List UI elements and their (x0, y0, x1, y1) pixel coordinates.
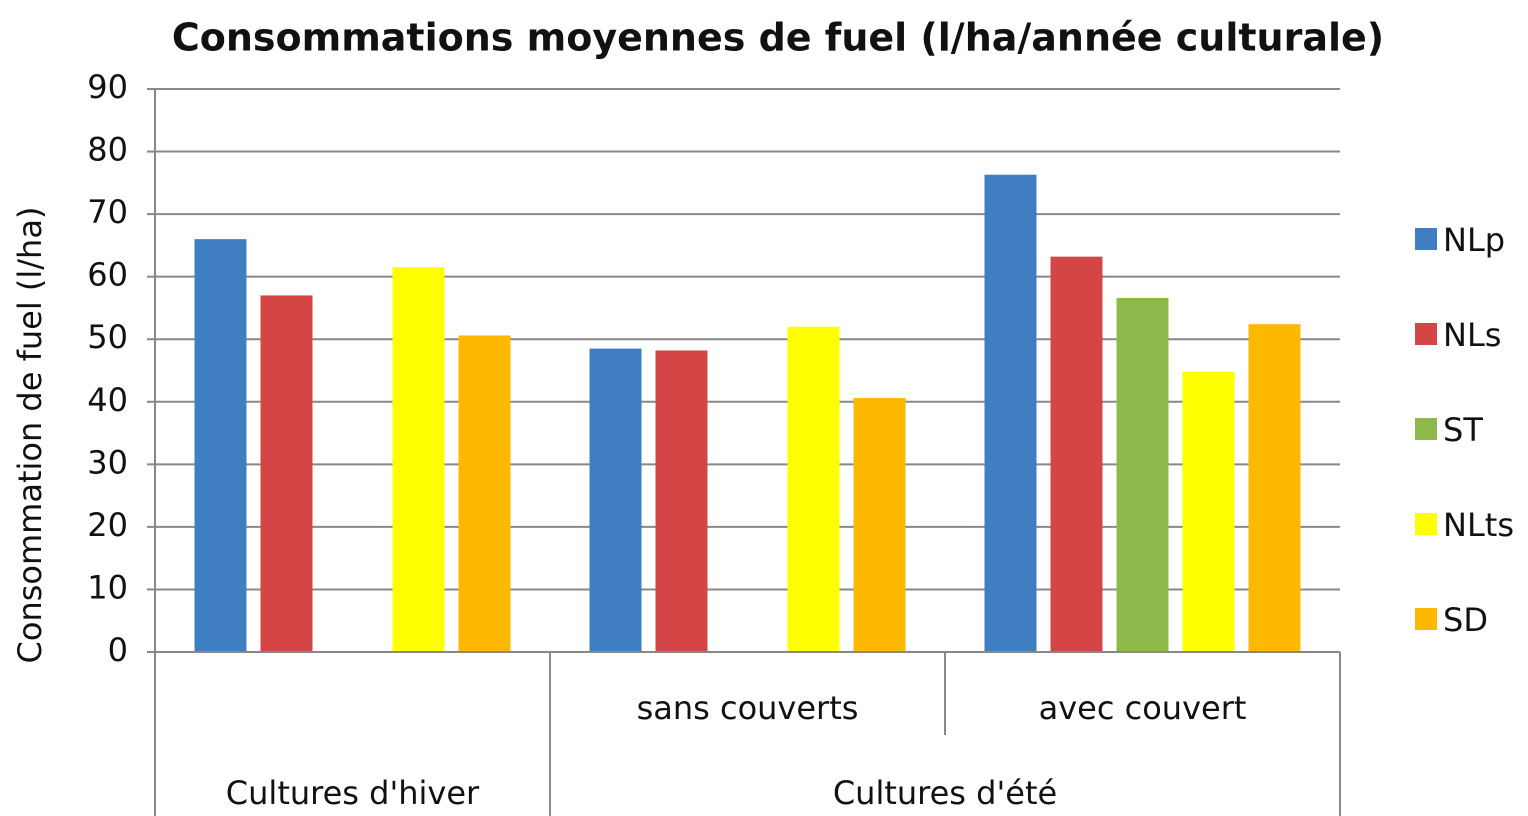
y-tick-label: 80 (87, 131, 128, 169)
legend-label: NLs (1443, 316, 1501, 354)
bar (655, 350, 708, 652)
y-tick-label: 30 (87, 443, 128, 481)
legend-label: NLp (1443, 221, 1505, 259)
legend-swatch (1415, 513, 1437, 535)
bar (787, 326, 840, 652)
y-tick-label: 40 (87, 381, 128, 419)
y-tick-label: 20 (87, 506, 128, 544)
bar (1116, 297, 1169, 652)
legend-swatch (1415, 608, 1437, 630)
bar (589, 348, 642, 652)
y-tick-label: 0 (108, 631, 128, 669)
bar (260, 295, 313, 652)
legend-label: NLts (1443, 506, 1514, 544)
y-tick-label: 50 (87, 318, 128, 356)
y-tick-label: 90 (87, 68, 128, 106)
legend-label: ST (1443, 411, 1483, 449)
legend-swatch (1415, 418, 1437, 440)
bar (458, 335, 511, 652)
y-tick-label: 60 (87, 256, 128, 294)
bar (984, 174, 1037, 652)
bar (392, 267, 445, 652)
chart-title: Consommations moyennes de fuel (l/ha/ann… (172, 16, 1384, 60)
x-tick-label: avec couvert (1039, 689, 1247, 727)
bar (194, 239, 247, 652)
bar (1050, 256, 1103, 652)
group-label: Cultures d'hiver (226, 774, 480, 812)
y-tick-label: 70 (87, 193, 128, 231)
y-tick-label: 10 (87, 568, 128, 606)
bar (1182, 371, 1235, 652)
bar (853, 398, 906, 652)
x-tick-label: sans couverts (637, 689, 859, 727)
legend-label: SD (1443, 601, 1488, 639)
y-axis-label: Consommation de fuel (l/ha) (11, 207, 49, 664)
legend-swatch (1415, 323, 1437, 345)
bar (1248, 324, 1301, 652)
legend-swatch (1415, 228, 1437, 250)
group-label: Cultures d'été (833, 774, 1057, 812)
